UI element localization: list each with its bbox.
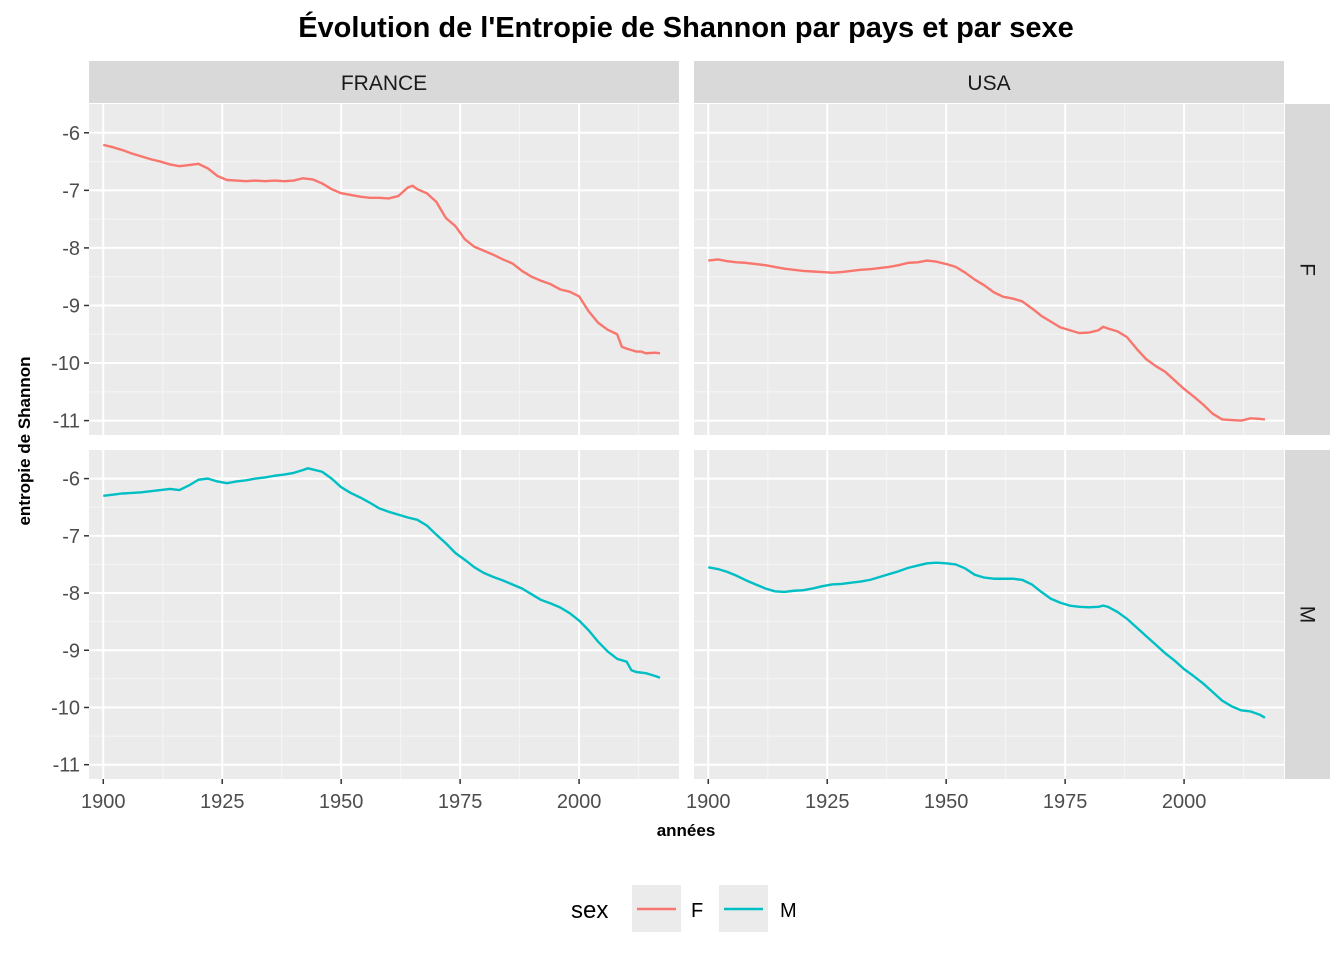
y-tick-label: -11 (53, 755, 80, 777)
y-tick-label: -8 (62, 238, 80, 260)
y-tick-label: -7 (62, 526, 80, 548)
y-tick-label: -6 (62, 123, 80, 145)
x-tick-label: 2000 (1162, 791, 1207, 813)
y-tick-label: -7 (62, 180, 80, 202)
panel-background (694, 450, 1284, 779)
x-tick-label: 1925 (200, 791, 245, 813)
legend-label-f: F (691, 900, 703, 922)
panel-france-m (89, 450, 679, 779)
chart-title: Évolution de l'Entropie de Shannon par p… (298, 10, 1074, 44)
y-tick-label: -8 (62, 583, 80, 605)
x-tick-label: 1950 (319, 791, 364, 813)
panels-layer: FRANCE USAFM-6-7-8-9-10-11-6-7-8-9-10-111… (51, 61, 1330, 813)
panel-background (89, 104, 679, 435)
x-tick-label: 1925 (805, 791, 850, 813)
x-tick-label: 2000 (557, 791, 602, 813)
x-tick-label: 1975 (438, 791, 483, 813)
x-tick-label: 1950 (924, 791, 969, 813)
panel-france-f (89, 104, 679, 435)
x-tick-label: 1900 (81, 791, 126, 813)
y-tick-label: -9 (62, 295, 80, 317)
strip-col-label: USA (967, 72, 1010, 95)
panel-usa-m (694, 450, 1284, 779)
strip-col-label: FRANCE (341, 72, 427, 95)
strip-row-label: M (1296, 606, 1319, 624)
y-tick-label: -6 (62, 469, 80, 491)
y-tick-label: -10 (51, 697, 80, 719)
y-tick-label: -10 (51, 353, 80, 375)
legend-label-m: M (780, 900, 797, 922)
y-tick-label: -11 (53, 411, 80, 433)
legend: sex F M (571, 885, 797, 932)
x-tick-label: 1900 (686, 791, 731, 813)
y-axis-title: entropie de Shannon (15, 356, 34, 525)
legend-title: sex (571, 897, 608, 924)
y-tick-label: -9 (62, 640, 80, 662)
panel-background (89, 450, 679, 779)
panel-usa-f (694, 104, 1284, 435)
x-tick-label: 1975 (1043, 791, 1088, 813)
strip-row-label: F (1296, 263, 1319, 276)
x-axis-title: années (657, 821, 716, 840)
